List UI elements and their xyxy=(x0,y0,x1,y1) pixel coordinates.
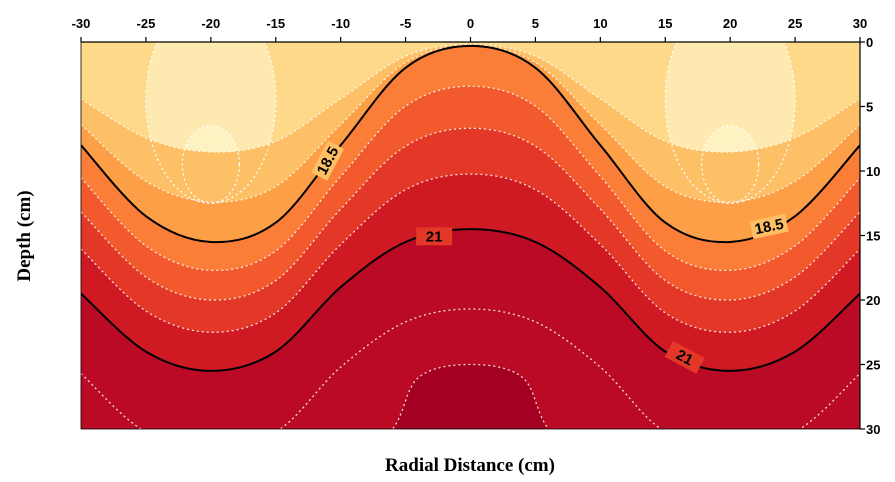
x-tick-label: -10 xyxy=(331,16,350,31)
dotted-contour-pocket-0 xyxy=(145,42,277,204)
dotted-contour-pocket-inner-0 xyxy=(181,125,241,204)
x-tick-label: 0 xyxy=(467,16,474,31)
contour-line-18-5 xyxy=(81,44,860,244)
y-tick-label: 30 xyxy=(866,422,880,437)
x-tick-label: 30 xyxy=(853,16,867,31)
dotted-contour-3 xyxy=(81,85,860,272)
y-axis-title: Depth (cm) xyxy=(14,190,35,281)
dotted-contour-pocket-inner-1 xyxy=(700,125,760,204)
y-tick-label: 5 xyxy=(866,100,873,115)
x-tick-label: -15 xyxy=(266,16,285,31)
x-tick-label: 10 xyxy=(593,16,607,31)
y-tick-label: 10 xyxy=(866,164,880,179)
contour-line-21 xyxy=(81,228,860,372)
y-tick-label: 25 xyxy=(866,358,880,373)
x-tick-label: 5 xyxy=(532,16,539,31)
y-tick-label: 20 xyxy=(866,293,880,308)
dotted-contour-4 xyxy=(81,127,860,301)
x-tick-label: -25 xyxy=(137,16,156,31)
dotted-contour-0 xyxy=(81,43,860,153)
contour-label-bg xyxy=(416,227,453,246)
x-tick-label: 25 xyxy=(788,16,802,31)
contour-label-bg xyxy=(311,140,345,181)
x-tick-label: 20 xyxy=(723,16,737,31)
x-tick-label: -30 xyxy=(72,16,91,31)
y-tick-label: 0 xyxy=(866,35,873,50)
contour-fill-bands xyxy=(81,42,860,429)
contour-label-21: 21 xyxy=(426,228,443,245)
y-axis-right: 0 5 10 15 20 25 30 xyxy=(859,35,880,437)
x-tick-label: -5 xyxy=(400,16,412,31)
x-axis-title: Radial Distance (cm) xyxy=(385,455,555,476)
fill-band-core xyxy=(392,364,549,429)
x-axis-top: -30 -25 -20 -15 -10 -5 0 5 10 15 20 25 30 xyxy=(72,16,867,43)
contour-label-21: 21 xyxy=(673,346,696,369)
labeled-contour-lines xyxy=(81,44,860,372)
contour-label-bg xyxy=(749,213,789,240)
x-tick-label: 15 xyxy=(658,16,672,31)
x-tick-label: -20 xyxy=(201,16,220,31)
plot-frame xyxy=(80,41,861,430)
contour-label-bg xyxy=(664,341,705,374)
contour-label-18-5: 18.5 xyxy=(753,216,785,239)
dotted-contour-5 xyxy=(81,173,860,333)
y-tick-label: 15 xyxy=(866,229,880,244)
